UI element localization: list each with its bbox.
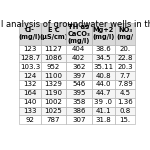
Text: l analysis of groundwater wells in th: l analysis of groundwater wells in th [1,20,150,29]
